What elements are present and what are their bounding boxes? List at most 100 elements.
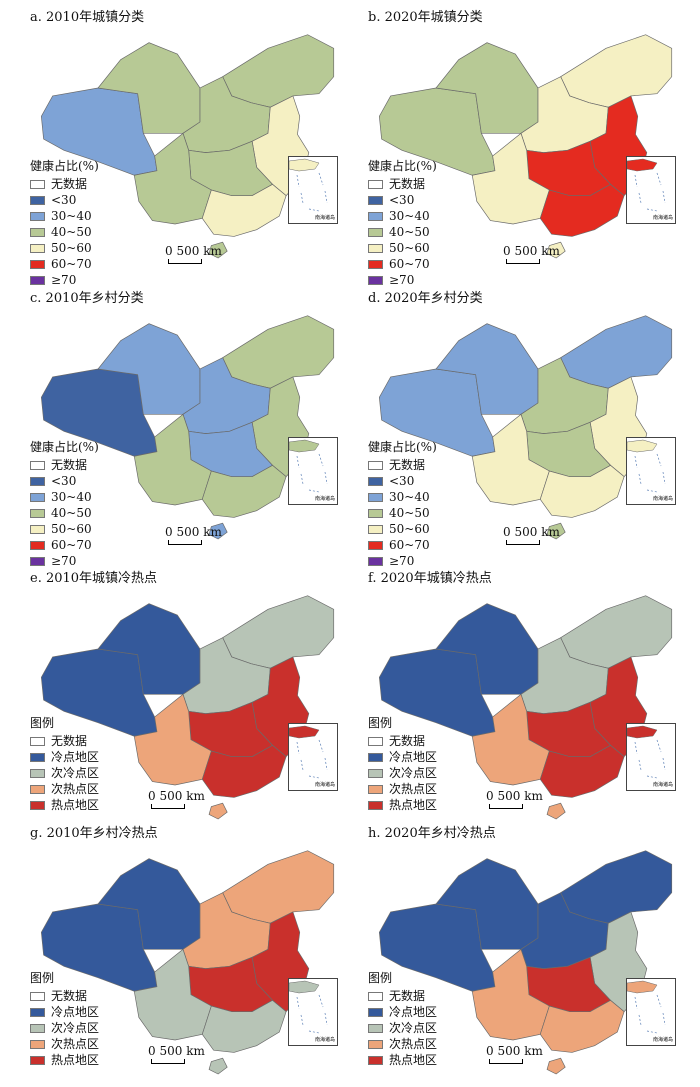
scale-label: 500 km — [514, 244, 560, 258]
legend-swatch — [368, 991, 383, 1001]
legend-swatch — [368, 508, 383, 518]
scale-label: 500 km — [497, 1044, 543, 1058]
region-southwest — [471, 132, 550, 225]
legend-swatch — [30, 752, 45, 762]
legend-label: 热点地区 — [51, 1052, 100, 1067]
legend-label: 次冷点区 — [51, 1020, 100, 1035]
inset-boundary-dashes — [296, 172, 328, 212]
legend-swatch — [30, 476, 45, 486]
south-china-sea-inset: 南海诸岛 — [288, 723, 338, 791]
region-south — [539, 183, 625, 237]
legend-item: 无数据 — [368, 733, 437, 749]
region-southwest — [471, 693, 550, 786]
legend-label: 冷点地区 — [51, 749, 100, 764]
legend-swatch — [368, 179, 383, 189]
south-china-sea-inset: 南海诸岛 — [288, 978, 338, 1046]
inset-boundary-dashes — [634, 172, 666, 212]
scale-bar: 0 500 km — [486, 1044, 543, 1064]
legend-label: 无数据 — [389, 457, 426, 472]
legend-swatch — [368, 259, 383, 269]
inset-caption: 南海诸岛 — [652, 1037, 673, 1043]
region-northeast — [222, 34, 335, 108]
region-southwest — [133, 132, 212, 225]
legend-label: 次热点区 — [51, 1036, 100, 1051]
legend-swatch — [30, 1055, 45, 1065]
panel-d: d. 2020年乡村分类 健康占比(%) 无数据 <30 30~40 40~50 50~60… — [368, 287, 700, 568]
legend-item: 60~70 — [368, 256, 437, 272]
map-legend: 健康占比(%) 无数据 <30 30~40 40~50 50~60 60~70 ≥70 — [368, 158, 437, 288]
legend-item: ≥70 — [30, 553, 99, 569]
legend-item: 30~40 — [368, 208, 437, 224]
legend-swatch — [30, 800, 45, 810]
legend-label: 无数据 — [51, 988, 88, 1003]
legend-swatch — [368, 768, 383, 778]
legend-title: 健康占比(%) — [368, 440, 437, 454]
panel-title: b. 2020年城镇分类 — [368, 10, 483, 25]
scale-line — [151, 1059, 185, 1064]
legend-label: ≥70 — [389, 272, 415, 287]
legend-item: ≥70 — [368, 272, 437, 288]
legend-swatch — [368, 1023, 383, 1033]
legend-item: 30~40 — [30, 208, 99, 224]
legend-label: 次热点区 — [51, 781, 100, 796]
legend-swatch — [368, 784, 383, 794]
legend-label: 次热点区 — [389, 1036, 438, 1051]
inset-caption: 南海诸岛 — [652, 782, 673, 788]
legend-swatch — [368, 752, 383, 762]
scale-bar: 0 500 km — [503, 244, 560, 264]
legend-swatch — [368, 476, 383, 486]
legend-title: 健康占比(%) — [30, 159, 99, 173]
legend-item: 40~50 — [30, 505, 99, 521]
legend-item: 无数据 — [368, 176, 437, 192]
legend-item: 无数据 — [368, 457, 437, 473]
legend-swatch — [368, 243, 383, 253]
region-southwest — [471, 413, 550, 506]
legend-item: 50~60 — [368, 521, 437, 537]
map-legend: 图例 无数据 冷点地区 次冷点区 次热点区 热点地区 — [30, 970, 99, 1068]
legend-label: <30 — [389, 473, 415, 488]
scale-line — [506, 540, 540, 545]
scale-zero: 0 — [165, 525, 173, 539]
scale-line — [168, 259, 202, 264]
region-hainan — [208, 802, 228, 820]
map-legend: 健康占比(%) 无数据 <30 30~40 40~50 50~60 60~70 ≥70 — [30, 439, 99, 569]
region-south — [539, 744, 625, 798]
legend-swatch — [30, 508, 45, 518]
legend-item: 热点地区 — [30, 797, 99, 813]
legend-item: 次冷点区 — [30, 765, 99, 781]
scale-bar: 0 500 km — [148, 1044, 205, 1064]
legend-label: <30 — [51, 192, 77, 207]
legend-title: 图例 — [368, 971, 393, 985]
legend-label: 50~60 — [51, 521, 92, 536]
legend-label: 热点地区 — [389, 1052, 438, 1067]
legend-item: 50~60 — [368, 240, 437, 256]
legend-swatch — [368, 1039, 383, 1049]
choropleth-map — [40, 595, 335, 820]
legend-label: 热点地区 — [389, 797, 438, 812]
legend-item: 40~50 — [368, 224, 437, 240]
legend-swatch — [30, 540, 45, 550]
panel-b: b. 2020年城镇分类健康占比(%) 无数据 <30 30~40 40~50 50~60… — [368, 6, 700, 287]
inset-map — [288, 725, 328, 779]
inset-coast — [626, 158, 658, 172]
south-china-sea-inset: 南海诸岛 — [626, 723, 676, 791]
panel-title: d. 2020年乡村分类 — [368, 291, 483, 306]
panel-g: g. 2010年乡村冷热点 图例 无数据 冷点地区 次冷点区 次热点区 热点地区 0 500 … — [30, 822, 370, 1087]
legend-label: 50~60 — [389, 240, 430, 255]
legend-item: 热点地区 — [368, 1052, 437, 1068]
region-hainan — [208, 1057, 228, 1075]
scale-zero: 0 — [503, 244, 511, 258]
region-south — [201, 183, 287, 237]
legend-label: 热点地区 — [51, 797, 100, 812]
legend-swatch — [30, 211, 45, 221]
legend-label: 无数据 — [389, 733, 426, 748]
legend-label: <30 — [389, 192, 415, 207]
legend-label: <30 — [51, 473, 77, 488]
region-hainan — [546, 1057, 566, 1075]
region-northeast — [560, 850, 673, 924]
legend-label: 无数据 — [51, 733, 88, 748]
legend-item: 50~60 — [30, 240, 99, 256]
legend-swatch — [368, 275, 383, 285]
region-northeast — [222, 315, 335, 389]
legend-label: 冷点地区 — [389, 1004, 438, 1019]
